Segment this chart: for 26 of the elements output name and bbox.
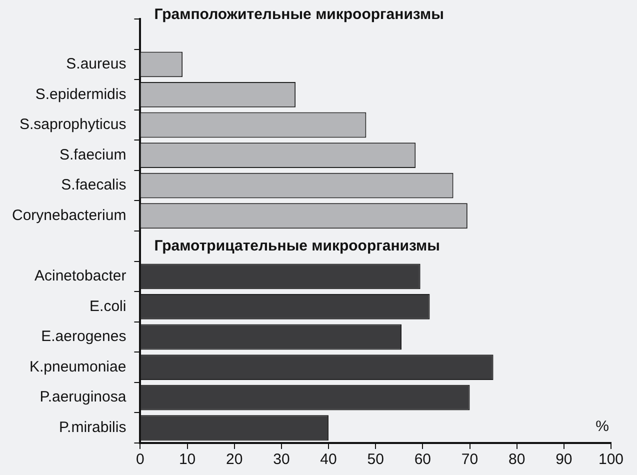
y-tick-label: P.aeruginosa bbox=[40, 388, 127, 406]
y-tick-label: Corynebacterium bbox=[12, 207, 126, 224]
x-tick-label: 80 bbox=[508, 451, 526, 468]
y-tick-label: S.faecalis bbox=[61, 176, 126, 194]
x-tick-label: 70 bbox=[461, 451, 478, 468]
y-tick-label: K.pneumoniae bbox=[29, 358, 126, 376]
annotation: Грамположительные микроорганизмы bbox=[154, 6, 444, 24]
annotation: Грамотрицательные микроорганизмы bbox=[154, 237, 440, 254]
x-tick-label: 60 bbox=[414, 451, 432, 468]
x-tick-label: 0 bbox=[136, 451, 144, 468]
x-tick-label: 40 bbox=[320, 451, 337, 468]
x-tick-label: 90 bbox=[556, 451, 572, 468]
x-tick-label: 30 bbox=[273, 451, 290, 468]
x-axis-title: % bbox=[596, 418, 609, 436]
y-tick-label: S.epidermidis bbox=[35, 86, 126, 103]
y-tick-label: P.mirabilis bbox=[58, 419, 126, 436]
x-tick-label: 50 bbox=[367, 451, 384, 468]
y-tick-label: Acinetobacter bbox=[34, 268, 126, 285]
y-tick-label: S.saprophyticus bbox=[19, 116, 126, 134]
x-tick-label: 20 bbox=[226, 451, 243, 468]
y-tick-label: S.faecium bbox=[60, 146, 126, 164]
x-tick-label: 100 bbox=[598, 451, 624, 468]
y-tick-label: S.aureus bbox=[66, 56, 126, 73]
y-tick-label: E.coli bbox=[90, 298, 126, 315]
y-tick-label: E.aerogenes bbox=[41, 328, 126, 346]
x-tick-label: 10 bbox=[178, 451, 196, 468]
